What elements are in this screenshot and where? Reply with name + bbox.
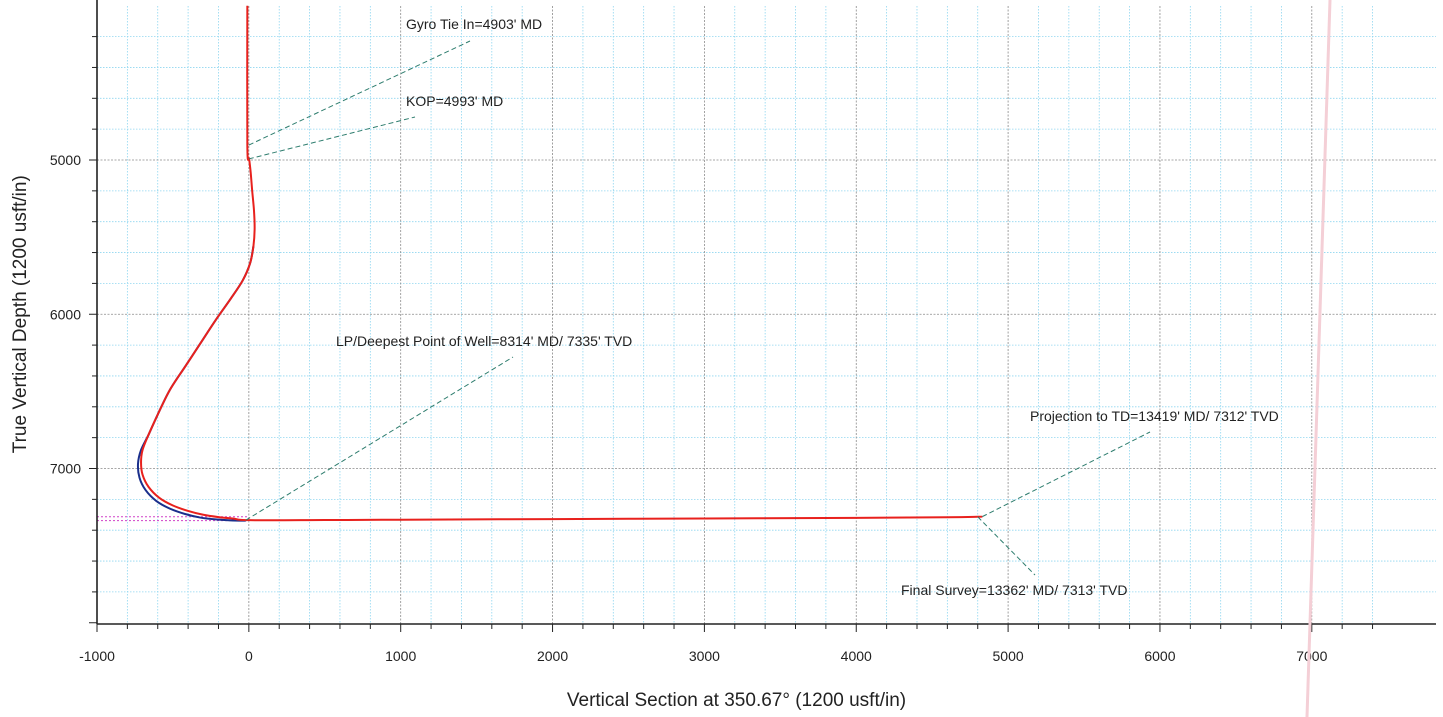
y-tick-label: 5000 (50, 152, 81, 168)
axes (96, 0, 1436, 625)
tick-marks (89, 36, 1374, 632)
y-tick-label: 6000 (50, 306, 81, 322)
x-tick-label: 7000 (1296, 648, 1327, 664)
annotation-label: Projection to TD=13419' MD/ 7312' TVD (1030, 408, 1279, 424)
x-tick-label: 5000 (993, 648, 1024, 664)
x-tick-label: 4000 (841, 648, 872, 664)
x-tick-label: 6000 (1144, 648, 1175, 664)
annotation-leader (248, 40, 471, 146)
annotation-label: Gyro Tie In=4903' MD (406, 16, 542, 32)
reference-lines (97, 516, 249, 522)
series-layer (136, 5, 983, 522)
x-axis-title: Vertical Section at 350.67° (1200 usft/i… (567, 690, 906, 711)
x-tick-label: 0 (245, 648, 253, 664)
x-tick-label: -1000 (79, 648, 115, 664)
y-tick-label: 7000 (50, 461, 81, 477)
annotation-label: Final Survey=13362' MD/ 7313' TVD (901, 582, 1127, 598)
annotation-leader (248, 116, 416, 160)
x-tick-label: 2000 (537, 648, 568, 664)
tick-labels: -1000 0 1000 2000 3000 4000 5000 6000 7000 5000 60… (50, 152, 1328, 664)
annotation-leader (982, 431, 1151, 518)
y-axis-title: True Vertical Depth (1200 usft/in) (10, 175, 31, 453)
annotation-leaders (245, 40, 1151, 576)
annotation-label: LP/Deepest Point of Well=8314' MD/ 7335'… (336, 333, 632, 349)
annotation-leader (977, 516, 1036, 576)
plan-well-path (136, 246, 255, 522)
annotation-label: KOP=4993' MD (406, 93, 503, 109)
annotation-leader (245, 356, 514, 521)
x-tick-label: 3000 (689, 648, 720, 664)
scan-artifact-line (1305, 0, 1332, 717)
minor-grid (97, 6, 1436, 624)
x-tick-label: 1000 (385, 648, 416, 664)
actual-well-path (140, 5, 983, 522)
annotations: Gyro Tie In=4903' MD KOP=4993' MD LP/Deepe… (336, 16, 1279, 598)
